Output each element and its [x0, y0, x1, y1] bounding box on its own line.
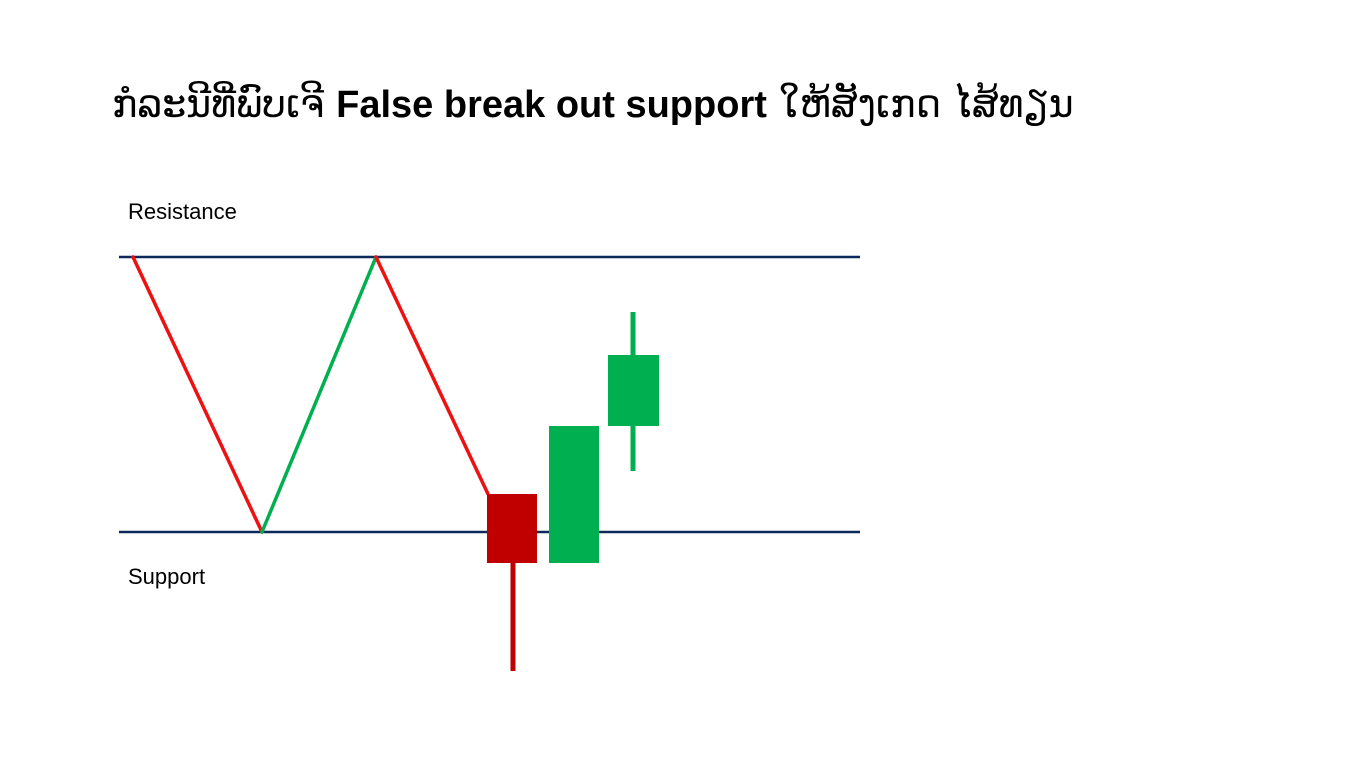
bull-candle-2-body [608, 355, 659, 426]
bull-candle-body [549, 426, 599, 563]
down-move-2 [374, 255, 490, 496]
bear-candle-body [487, 494, 537, 563]
title-lao-suffix: ໃຫ້ສັງເກດ ໄສ້ທຽນ [766, 82, 1074, 126]
down-move-1 [131, 255, 264, 534]
resistance-label: Resistance [128, 199, 237, 224]
title-lao-prefix: ກໍລະນີທີ່ພົບເຈີ [112, 82, 337, 126]
up-move [260, 255, 378, 534]
support-label: Support [128, 564, 206, 589]
slide-title: ກໍລະນີທີ່ພົບເຈີ False break out support … [112, 78, 1074, 131]
title-false-breakout: False break out support [336, 84, 767, 126]
